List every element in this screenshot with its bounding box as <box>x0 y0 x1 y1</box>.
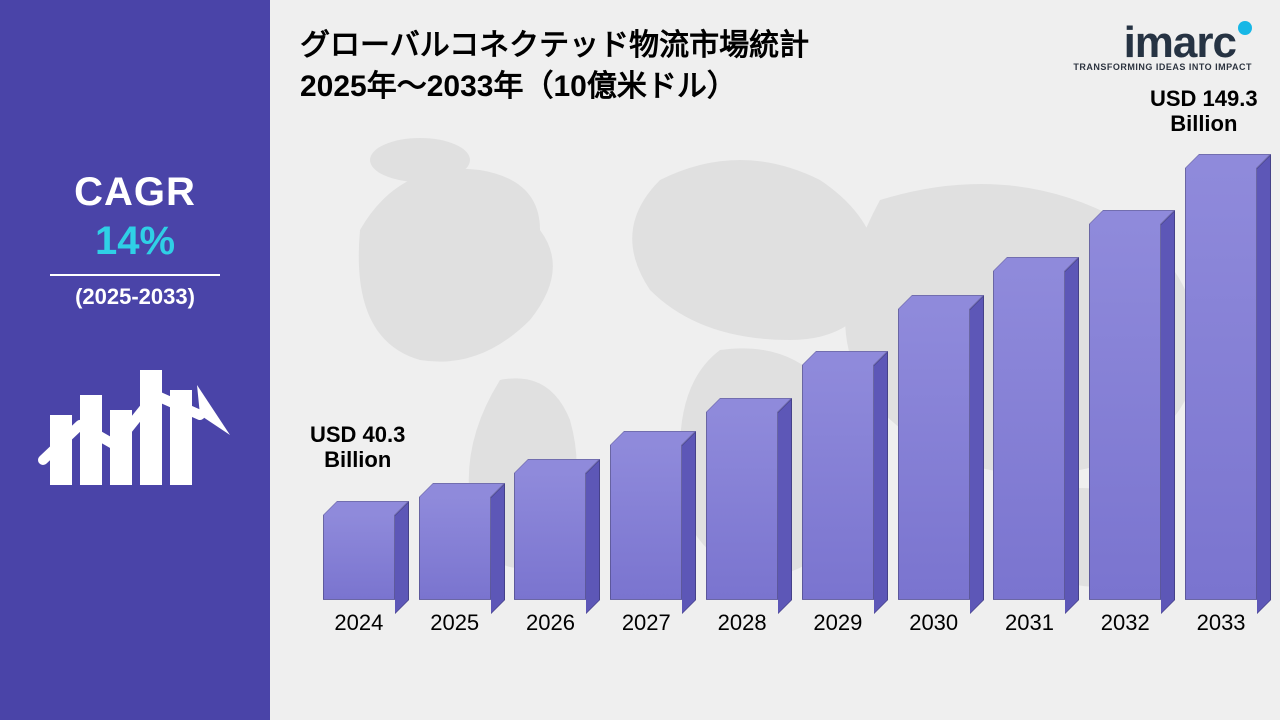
x-axis-label: 2033 <box>1197 610 1246 636</box>
chart-title: グローバルコネクテッド物流市場統計 2025年～2033年（10億米ドル） <box>300 26 1020 107</box>
callout-last-value: USD 149.3 Billion <box>1150 86 1258 137</box>
divider <box>50 274 220 276</box>
growth-chart-icon <box>35 340 235 490</box>
bar-side-face <box>1065 257 1079 614</box>
bar-front-face <box>802 365 874 600</box>
bar-front-face <box>706 412 778 600</box>
logo-tagline: TRANSFORMING IDEAS INTO IMPACT <box>1073 62 1252 72</box>
bar <box>610 431 682 600</box>
logo-dot-icon <box>1238 21 1252 35</box>
x-axis-label: 2032 <box>1101 610 1150 636</box>
bar <box>993 257 1065 600</box>
bar-front-face <box>1185 168 1257 600</box>
bar-front-face <box>514 473 586 600</box>
brand-logo: imarc TRANSFORMING IDEAS INTO IMPACT <box>1073 18 1252 72</box>
bar <box>706 398 778 600</box>
bar <box>1089 210 1161 600</box>
bar-front-face <box>993 271 1065 600</box>
bar <box>514 459 586 600</box>
x-axis-label: 2027 <box>622 610 671 636</box>
logo-text: imarc <box>1124 18 1236 67</box>
bar-side-face <box>491 483 505 614</box>
callout-last-line2: Billion <box>1150 111 1258 136</box>
bar <box>802 351 874 600</box>
x-axis-label: 2025 <box>430 610 479 636</box>
bar-2030: 2030 <box>895 295 973 636</box>
bar-2029: 2029 <box>799 351 877 636</box>
bar-side-face <box>1161 210 1175 614</box>
x-axis-label: 2026 <box>526 610 575 636</box>
x-axis-label: 2031 <box>1005 610 1054 636</box>
bar <box>323 501 395 600</box>
bar-2025: 2025 <box>416 483 494 636</box>
bar-2031: 2031 <box>991 257 1069 636</box>
bar-side-face <box>682 431 696 614</box>
bar-front-face <box>419 497 491 600</box>
bar-2026: 2026 <box>512 459 590 636</box>
bar-front-face <box>610 445 682 600</box>
bar-front-face <box>323 515 395 600</box>
cagr-label: CAGR <box>74 170 196 215</box>
title-line-1: グローバルコネクテッド物流市場統計 <box>300 26 1020 67</box>
bar-side-face <box>874 351 888 614</box>
bar-side-face <box>778 398 792 614</box>
sidebar: CAGR 14% (2025-2033) <box>0 0 270 720</box>
bar-side-face <box>1257 154 1271 614</box>
bars-container: 2024 2025 2026 2027 2028 2029 2030 2031 2032 2033 <box>320 146 1260 636</box>
x-axis-label: 2030 <box>909 610 958 636</box>
bar-2033: 2033 <box>1182 154 1260 636</box>
callout-last-line1: USD 149.3 <box>1150 86 1258 111</box>
bar <box>898 295 970 600</box>
x-axis-label: 2024 <box>334 610 383 636</box>
x-axis-label: 2029 <box>813 610 862 636</box>
cagr-period: (2025-2033) <box>75 284 195 310</box>
bar-2032: 2032 <box>1086 210 1164 636</box>
infographic-root: CAGR 14% (2025-2033) グローバルコネクテッド物流市場統計 2… <box>0 0 1280 720</box>
x-axis-label: 2028 <box>718 610 767 636</box>
bar-side-face <box>586 459 600 614</box>
bar-2024: 2024 <box>320 501 398 636</box>
bar-front-face <box>898 309 970 600</box>
bar-side-face <box>970 295 984 614</box>
bar <box>1185 154 1257 600</box>
bar <box>419 483 491 600</box>
bar-front-face <box>1089 224 1161 600</box>
title-line-2: 2025年～2033年（10億米ドル） <box>300 67 1020 108</box>
bar-2028: 2028 <box>703 398 781 636</box>
bar-side-face <box>395 501 409 614</box>
bar-chart: USD 40.3 Billion USD 149.3 Billion 20242… <box>320 110 1260 680</box>
bar-2027: 2027 <box>607 431 685 636</box>
cagr-value: 14% <box>95 219 175 264</box>
